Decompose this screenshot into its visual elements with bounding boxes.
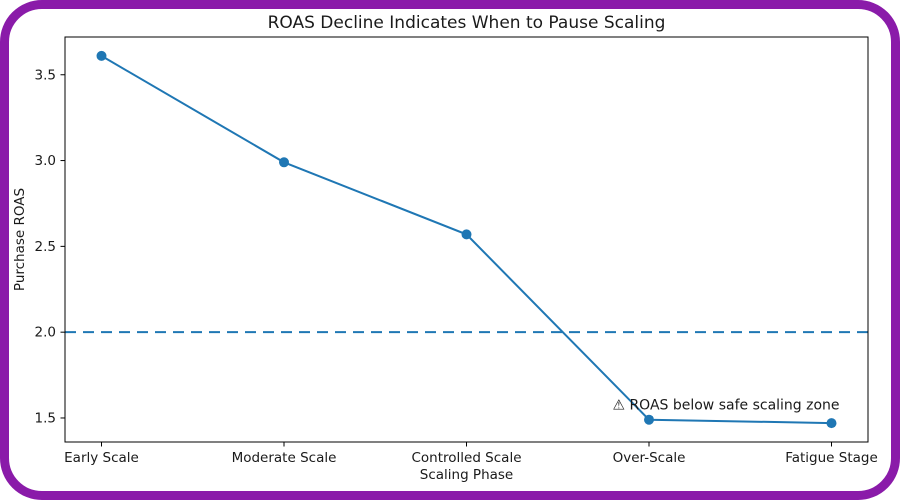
x-tick-label: Fatigue Stage [785,450,878,466]
data-point [279,157,289,168]
y-axis-label: Purchase ROAS [12,188,28,291]
x-tick-label: Over-Scale [613,450,686,466]
x-axis-label: Scaling Phase [420,467,514,483]
y-tick-label: 1.5 [35,410,56,426]
y-tick-label: 3.5 [35,67,56,83]
x-tick-label: Controlled Scale [411,450,521,466]
data-point [96,50,107,61]
data-point [644,414,654,425]
data-point [461,229,472,240]
x-tick-label: Early Scale [64,450,139,466]
y-tick-label: 3.0 [35,153,56,169]
data-point [826,418,837,429]
x-tick-label: Moderate Scale [232,450,337,466]
y-tick-label: 2.5 [35,239,56,255]
warning-annotation: ⚠ ROAS below safe scaling zone [612,398,839,414]
chart-title: ROAS Decline Indicates When to Pause Sca… [268,13,666,33]
y-tick-label: 2.0 [35,325,56,341]
